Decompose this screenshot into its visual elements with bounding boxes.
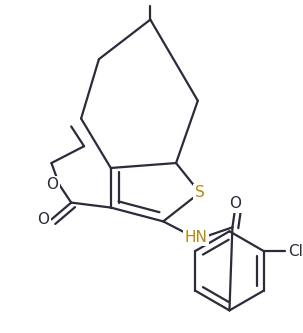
Text: Cl: Cl	[288, 243, 303, 258]
Text: O: O	[229, 196, 241, 211]
Text: S: S	[195, 185, 205, 200]
Text: HN: HN	[185, 230, 207, 245]
Text: O: O	[38, 212, 49, 227]
Text: O: O	[46, 177, 58, 192]
